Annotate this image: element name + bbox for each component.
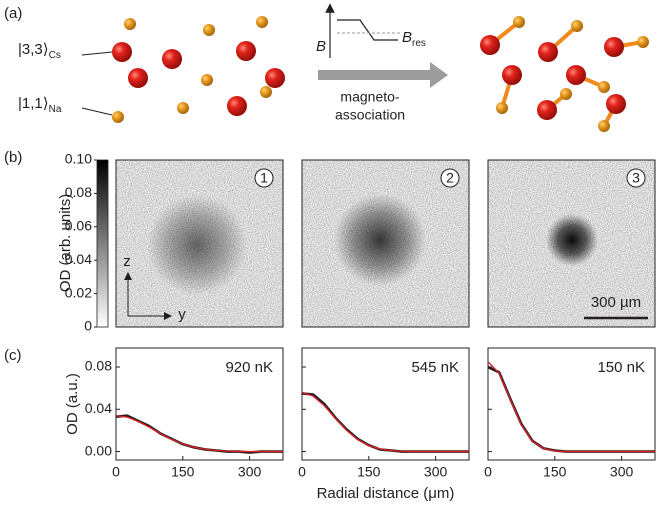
x-tick-label: 150 bbox=[357, 464, 381, 480]
panel-b: (b) OD (arb. units) 1 2 3 z y bbox=[4, 149, 656, 328]
x-tick-label: 300 bbox=[424, 464, 448, 480]
temperature-label: 920 nK bbox=[225, 359, 273, 376]
process-label: magneto- bbox=[340, 89, 399, 105]
resonance-label: Bres bbox=[402, 29, 426, 49]
plot-frame bbox=[487, 347, 656, 461]
data-line bbox=[115, 414, 283, 454]
x-axis-label: Radial distance (μm) bbox=[317, 485, 455, 502]
axis-y: y bbox=[178, 306, 186, 323]
temperature-label: 545 nK bbox=[411, 359, 459, 376]
molecules bbox=[480, 16, 649, 132]
image-marker: 3 bbox=[632, 170, 640, 186]
data-line bbox=[301, 392, 469, 453]
scale-bar-label: 300 µm bbox=[591, 294, 641, 311]
x-tick-label: 0 bbox=[484, 464, 492, 480]
panel-c: (c) 0 150 300 0.00 0.04 0.08 920 nK OD (a.u.) 0 1… bbox=[4, 347, 656, 502]
image-2 bbox=[301, 159, 470, 328]
axis-z: z bbox=[123, 253, 131, 270]
image-marker: 1 bbox=[260, 170, 268, 186]
panel-a: (a) |3,3⟩Cs |1,1⟩Na B Bres magneto- asso… bbox=[4, 3, 649, 132]
y-tick-label: 0.08 bbox=[85, 358, 112, 374]
pointer bbox=[81, 51, 113, 56]
x-tick-label: 150 bbox=[171, 464, 195, 480]
y-tick-label: 0.00 bbox=[85, 442, 112, 458]
panel-label: (c) bbox=[4, 347, 22, 364]
colorbar-tick-label: 0.04 bbox=[65, 251, 92, 267]
colorbar bbox=[96, 159, 109, 328]
na-state: |1,1⟩Na bbox=[18, 95, 62, 115]
x-tick-label: 0 bbox=[112, 464, 120, 480]
image-3 bbox=[487, 159, 656, 328]
temperature-label: 150 nK bbox=[597, 359, 645, 376]
fit-line bbox=[301, 391, 469, 453]
x-tick-label: 150 bbox=[543, 464, 567, 480]
field-label: B bbox=[316, 38, 326, 55]
fit-line bbox=[487, 361, 655, 453]
colorbar-label: OD (arb. units) bbox=[57, 194, 74, 292]
plot-frame bbox=[115, 347, 284, 461]
colorbar-tick-label: 0.10 bbox=[65, 151, 92, 167]
y-tick-label: 0.04 bbox=[85, 400, 112, 416]
x-tick-label: 300 bbox=[238, 464, 262, 480]
image-marker: 2 bbox=[446, 170, 454, 186]
fit-line bbox=[115, 414, 283, 453]
field-sketch: B Bres bbox=[316, 3, 448, 88]
process-label: association bbox=[335, 107, 405, 123]
cs-state: |3,3⟩Cs bbox=[18, 41, 61, 61]
y-axis-label: OD (a.u.) bbox=[64, 373, 81, 435]
image-1 bbox=[115, 159, 284, 328]
plot-frame bbox=[301, 347, 470, 461]
pointer bbox=[81, 107, 113, 116]
colorbar-tick-label: 0.06 bbox=[65, 218, 92, 234]
colorbar-tick-label: 0 bbox=[84, 318, 92, 334]
atoms bbox=[112, 16, 285, 123]
colorbar-tick-label: 0.02 bbox=[65, 284, 92, 300]
x-tick-label: 300 bbox=[610, 464, 634, 480]
colorbar-tick-label: 0.08 bbox=[65, 184, 92, 200]
data-line bbox=[487, 365, 655, 453]
panel-label: (b) bbox=[4, 149, 22, 166]
panel-label: (a) bbox=[4, 5, 22, 22]
x-tick-label: 0 bbox=[298, 464, 306, 480]
